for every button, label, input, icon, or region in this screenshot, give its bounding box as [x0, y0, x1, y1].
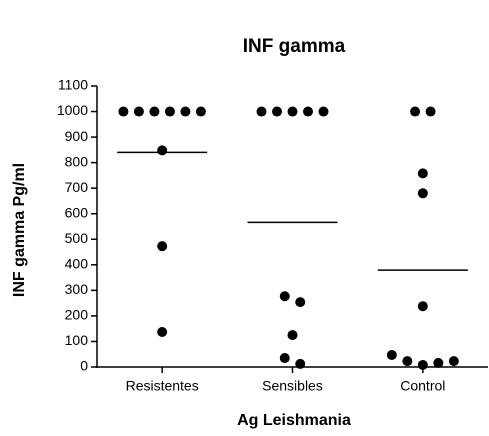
y-tick-label: 500 — [65, 230, 89, 246]
x-tick-label: Resistentes — [126, 378, 199, 394]
y-tick-label: 300 — [65, 281, 89, 297]
data-point — [417, 359, 428, 370]
y-tick-label: 200 — [65, 307, 89, 323]
data-point — [133, 106, 144, 117]
data-point — [417, 168, 428, 179]
data-point — [425, 106, 436, 117]
y-tick-label: 800 — [65, 153, 89, 169]
y-tick-label: 600 — [65, 204, 89, 220]
data-point — [157, 145, 168, 156]
chart-title: INF gamma — [243, 36, 346, 57]
data-point — [164, 106, 175, 117]
data-point — [279, 291, 290, 302]
y-tick-label: 900 — [65, 128, 89, 144]
data-point — [287, 330, 298, 341]
data-point — [195, 106, 206, 117]
y-tick-label: 400 — [65, 256, 89, 272]
data-point — [180, 106, 191, 117]
data-point — [448, 356, 459, 367]
data-point — [386, 349, 397, 360]
data-point — [417, 188, 428, 199]
data-point — [433, 357, 444, 368]
data-point — [318, 106, 329, 117]
y-tick-label: 0 — [80, 358, 88, 374]
data-point — [272, 106, 282, 117]
data-point — [417, 301, 428, 312]
data-point — [118, 106, 129, 117]
y-tick-label: 1000 — [57, 102, 88, 118]
y-axis-label: INF gamma Pg/ml — [11, 163, 28, 297]
x-tick-label: Control — [400, 378, 445, 394]
x-axis-label: Ag Leishmania — [237, 412, 351, 429]
data-point — [256, 106, 267, 117]
data-point — [295, 297, 306, 308]
data-point — [279, 353, 290, 364]
y-tick-label: 1100 — [58, 77, 88, 93]
x-tick-label: Sensibles — [262, 378, 323, 394]
data-point — [157, 327, 168, 338]
data-point — [287, 106, 298, 117]
y-tick-label: 700 — [65, 179, 89, 195]
data-point — [402, 356, 413, 367]
data-point — [303, 106, 313, 117]
y-tick-label: 100 — [65, 332, 89, 348]
data-point — [295, 358, 306, 369]
data-point — [157, 241, 168, 252]
data-point — [149, 106, 160, 117]
data-point — [410, 106, 421, 117]
